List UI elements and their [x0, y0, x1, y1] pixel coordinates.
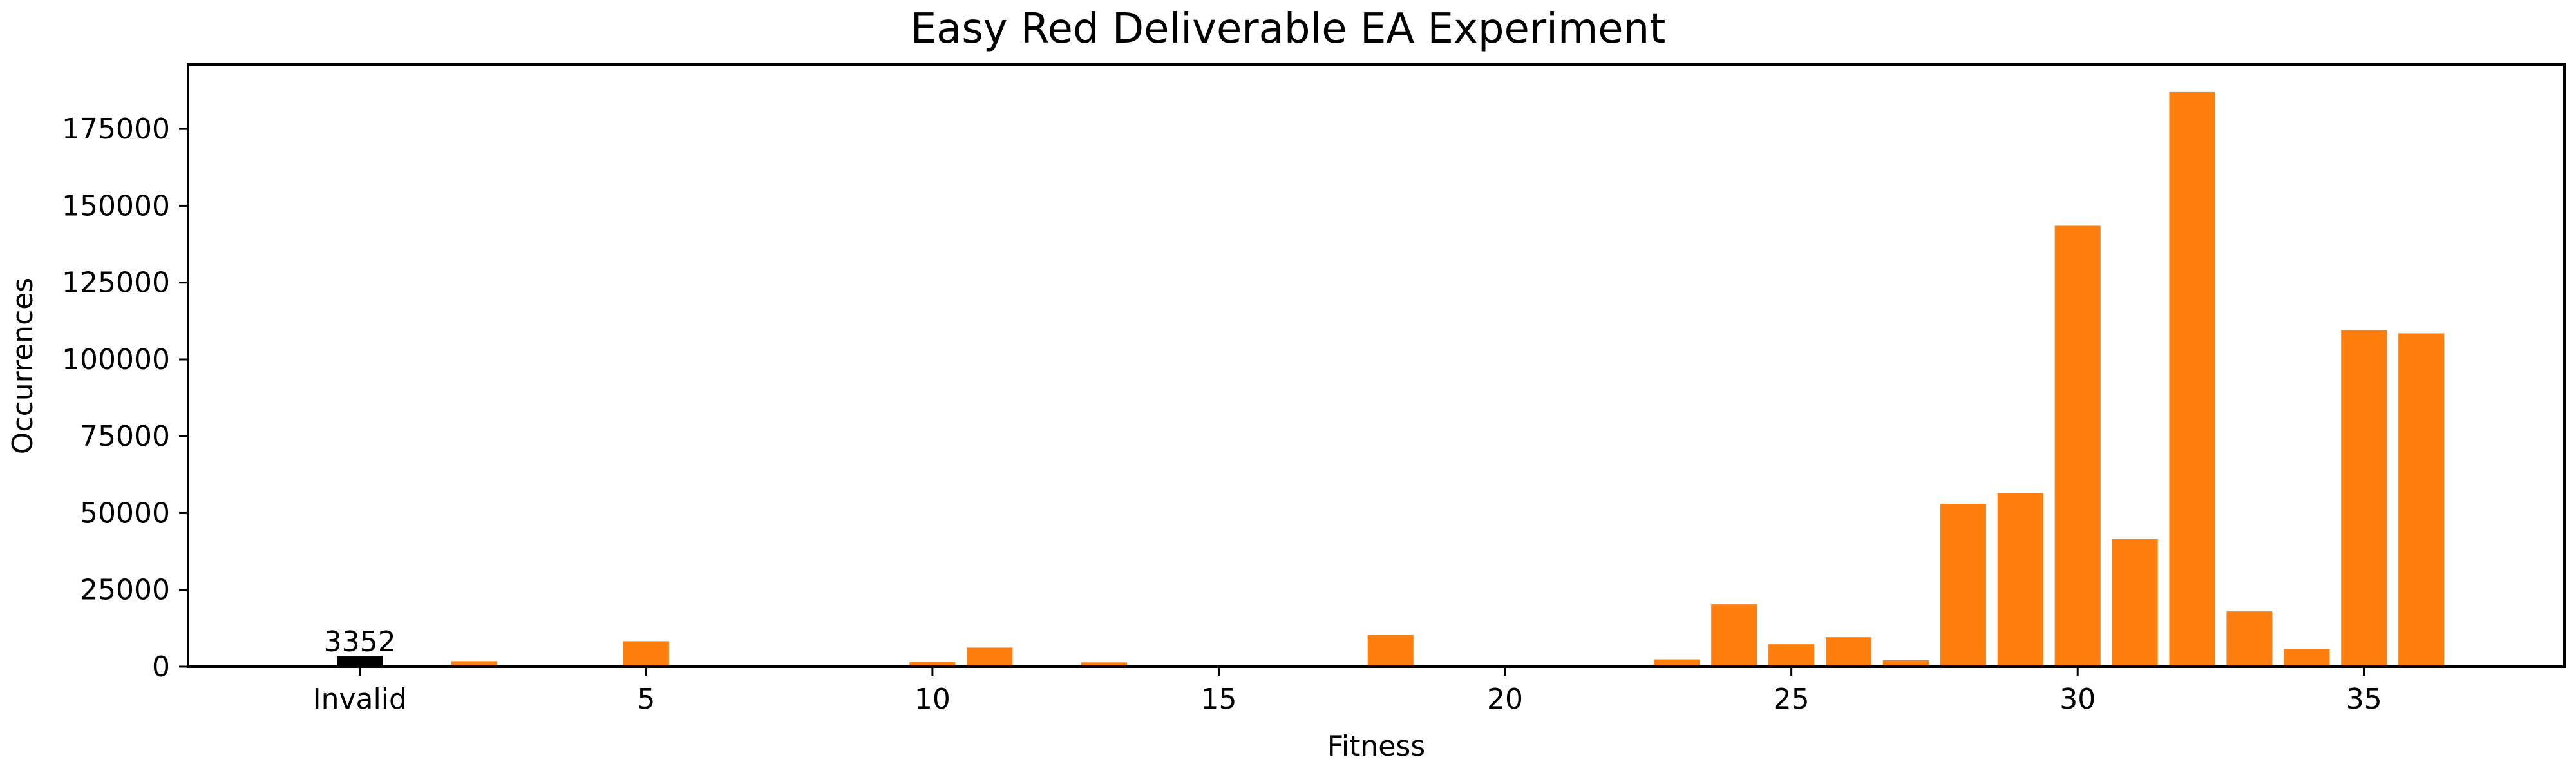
bar-valid-10 — [909, 662, 956, 667]
x-tick-label: 10 — [914, 683, 951, 716]
x-axis-label: Fitness — [1327, 730, 1425, 763]
bar-valid-18 — [1367, 635, 1414, 667]
x-tick-label: 5 — [637, 683, 655, 716]
bar-valid-36 — [2398, 333, 2445, 667]
chart-title: Easy Red Deliverable EA Experiment — [911, 5, 1666, 53]
data-label-invalid: 3352 — [324, 625, 396, 658]
y-tick-label: 25000 — [80, 574, 170, 607]
bar-valid-31 — [2112, 539, 2158, 667]
x-tick-label: 20 — [1487, 683, 1523, 716]
data-labels-group: 3352 — [324, 625, 396, 658]
bar-valid-26 — [1825, 637, 1872, 667]
bars-group — [337, 91, 2445, 667]
bar-valid-25 — [1768, 644, 1815, 667]
x-tick-label: 35 — [2346, 683, 2382, 716]
y-tick-label: 100000 — [62, 343, 170, 376]
x-tick-label: 30 — [2060, 683, 2096, 716]
plot-frame — [187, 63, 2566, 668]
y-axis-label: Occurrences — [6, 278, 39, 454]
x-tick-label: 25 — [1774, 683, 1810, 716]
y-tick-label: 75000 — [80, 420, 170, 453]
x-tick-label: 15 — [1200, 683, 1236, 716]
bar-valid-23 — [1654, 659, 1700, 667]
bar-valid-28 — [1940, 504, 1986, 667]
y-tick-label: 175000 — [62, 113, 170, 146]
x-tick-label: Invalid — [313, 683, 407, 716]
y-tick-label: 125000 — [62, 267, 170, 300]
bar-valid-29 — [1997, 493, 2043, 667]
bar-valid-32 — [2169, 91, 2215, 667]
ticks-group: Invalid 5 10 15 20 25 30 35 0 25000 50000 75000 1000… — [62, 113, 2382, 716]
y-tick-label: 150000 — [62, 189, 170, 222]
bar-valid-11 — [967, 647, 1013, 667]
bar-valid-2 — [451, 661, 498, 667]
bar-valid-13 — [1081, 662, 1128, 667]
bar-valid-35 — [2341, 330, 2387, 667]
y-tick-label: 50000 — [80, 497, 170, 530]
bar-valid-24 — [1711, 604, 1757, 667]
y-tick-label: 0 — [152, 651, 170, 683]
bar-valid-30 — [2054, 225, 2101, 667]
bar-valid-34 — [2284, 649, 2330, 667]
bar-valid-27 — [1882, 660, 1929, 667]
bar-valid-33 — [2226, 611, 2273, 667]
bar-invalid-0 — [337, 656, 383, 667]
bar-valid-5 — [623, 641, 669, 667]
